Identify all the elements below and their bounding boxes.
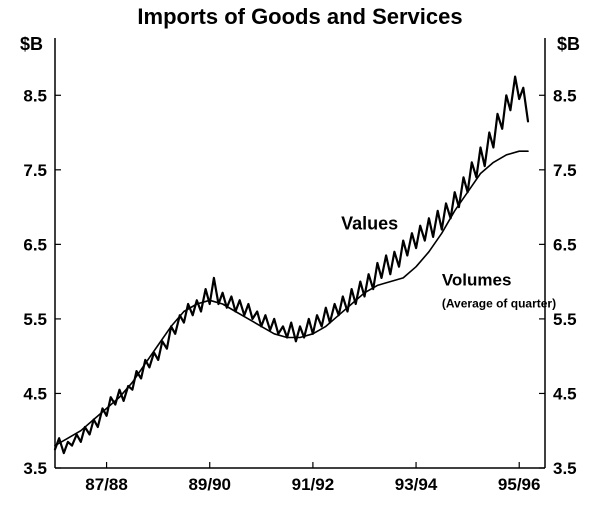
ytick-label-right: 7.5 (553, 161, 577, 180)
annotation-volumes-sub: (Average of quarter) (442, 297, 556, 311)
xtick-label: 93/94 (395, 475, 438, 494)
ytick-label-right: 6.5 (553, 235, 577, 254)
xtick-label: 95/96 (498, 475, 541, 494)
ytick-label-left: 7.5 (23, 161, 47, 180)
ytick-label-right: 4.5 (553, 384, 577, 403)
y-unit-label-left: $B (20, 34, 43, 54)
xtick-label: 89/90 (188, 475, 231, 494)
ytick-label-right: 3.5 (553, 459, 577, 478)
ytick-label-right: 8.5 (553, 86, 577, 105)
annotation-volumes: Volumes (442, 270, 512, 289)
chart-svg: Imports of Goods and Services $B $B 3.5 3.5 4… (0, 0, 600, 516)
ytick-label-left: 6.5 (23, 235, 47, 254)
chart-title: Imports of Goods and Services (137, 4, 462, 29)
ytick-label-right: 5.5 (553, 310, 577, 329)
y-unit-label-right: $B (557, 34, 580, 54)
series-values (55, 77, 528, 454)
ytick-label-left: 5.5 (23, 310, 47, 329)
xtick-label: 87/88 (85, 475, 128, 494)
xtick-label: 91/92 (292, 475, 335, 494)
annotation-values: Values (341, 213, 398, 233)
ytick-label-left: 8.5 (23, 86, 47, 105)
ytick-label-left: 4.5 (23, 384, 47, 403)
chart-container: Imports of Goods and Services $B $B 3.5 3.5 4… (0, 0, 600, 516)
ytick-label-left: 3.5 (23, 459, 47, 478)
